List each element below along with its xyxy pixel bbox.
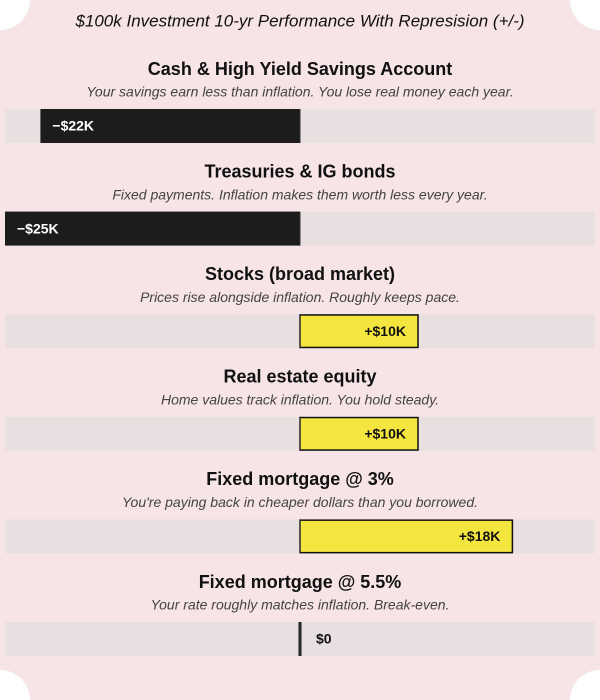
category-title: Fixed mortgage @ 5.5% (199, 572, 402, 592)
value-label: −$25K (17, 220, 59, 236)
chart-title: $100k Investment 10-yr Performance With … (74, 11, 524, 30)
category-note: Fixed payments. Inflation makes them wor… (112, 186, 487, 202)
bar (299, 314, 419, 349)
category-title: Stocks (broad market) (205, 264, 395, 284)
bar (299, 416, 419, 451)
value-label: +$10K (364, 323, 406, 339)
value-label: +$18K (459, 528, 501, 544)
value-label: −$22K (52, 118, 94, 134)
value-label: $0 (316, 631, 332, 647)
category-title: Treasuries & IG bonds (204, 161, 395, 181)
category-title: Real estate equity (223, 367, 376, 387)
corner (570, 0, 600, 30)
corner (0, 0, 30, 30)
category-note: Prices rise alongside inflation. Roughly… (140, 289, 460, 305)
value-label: +$10K (364, 426, 406, 442)
bar (5, 211, 300, 246)
bar (299, 519, 514, 554)
category-note: Home values track inflation. You hold st… (161, 392, 439, 408)
category-title: Fixed mortgage @ 3% (206, 469, 394, 489)
category-title: Cash & High Yield Savings Account (148, 59, 452, 79)
bar (40, 109, 301, 143)
category-note: You're paying back in cheaper dollars th… (122, 494, 478, 510)
corner (570, 670, 600, 700)
category-note: Your rate roughly matches inflation. Bre… (151, 597, 450, 613)
category-note: Your savings earn less than inflation. Y… (86, 84, 513, 100)
corner (0, 670, 30, 700)
